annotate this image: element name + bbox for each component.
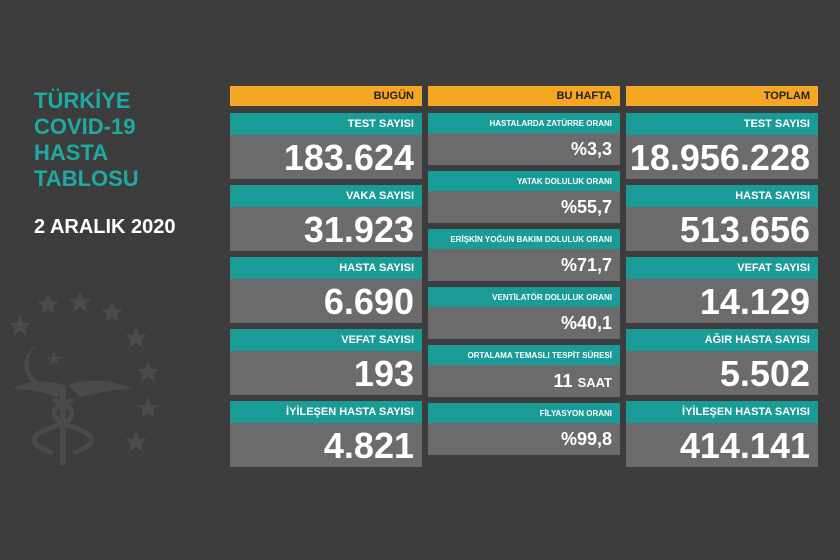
stat-label: TEST SAYISI [626, 113, 818, 135]
stat-value: 5.502 [719, 353, 810, 394]
stat-label: VEFAT SAYISI [626, 257, 818, 279]
stat-value: 183.624 [283, 137, 414, 178]
stat-value: 31.923 [303, 209, 414, 250]
stat-value: 513.656 [679, 209, 810, 250]
stat-value: 6.690 [323, 281, 414, 322]
title-line: TÜRKİYE [34, 88, 131, 113]
today-header: BUGÜN [230, 86, 422, 106]
stat-label: AĞIR HASTA SAYISI [626, 329, 818, 351]
stat-value: 18.956.228 [629, 137, 810, 178]
rate-value: %71,7 [560, 255, 612, 275]
rate-card: YATAK DOLULUK ORANI %55,7 [428, 171, 620, 223]
rate-label: ERİŞKİN YOĞUN BAKIM DOLULUK ORANI [428, 229, 620, 249]
week-column: BU HAFTA HASTALARDA ZATÜRRE ORANI %3,3 Y… [428, 86, 620, 461]
total-header: TOPLAM [626, 86, 818, 106]
stat-value: 414.141 [679, 425, 810, 466]
rate-label: YATAK DOLULUK ORANI [428, 171, 620, 191]
rate-label: VENTİLATÖR DOLULUK ORANI [428, 287, 620, 307]
stat-label: TEST SAYISI [230, 113, 422, 135]
rate-value: %40,1 [560, 313, 612, 333]
stat-card: İYİLEŞEN HASTA SAYISI 414.141 [626, 401, 818, 467]
stat-label: İYİLEŞEN HASTA SAYISI [230, 401, 422, 423]
stat-value: 14.129 [699, 281, 810, 322]
stat-card: AĞIR HASTA SAYISI 5.502 [626, 329, 818, 395]
rate-unit: SAAT [577, 375, 612, 390]
rate-card: HASTALARDA ZATÜRRE ORANI %3,3 [428, 113, 620, 165]
stat-label: VAKA SAYISI [230, 185, 422, 207]
stat-label: HASTA SAYISI [230, 257, 422, 279]
title-line: HASTA [34, 140, 109, 165]
stat-card: TEST SAYISI 18.956.228 [626, 113, 818, 179]
rate-value: 11 SAAT [428, 365, 620, 397]
stat-card: VEFAT SAYISI 193 [230, 329, 422, 395]
today-column: BUGÜN TEST SAYISI 183.624 VAKA SAYISI 31… [230, 86, 422, 473]
rate-card: FİLYASYON ORANI %99,8 [428, 403, 620, 455]
title-line: TABLOSU [34, 166, 139, 191]
rate-card: VENTİLATÖR DOLULUK ORANI %40,1 [428, 287, 620, 339]
stat-label: İYİLEŞEN HASTA SAYISI [626, 401, 818, 423]
rate-number: 11 [553, 371, 573, 391]
rate-label: FİLYASYON ORANI [428, 403, 620, 423]
rate-label: ORTALAMA TEMASLI TESPİT SÜRESİ [428, 345, 620, 365]
title-line: COVID-19 [34, 114, 136, 139]
rate-card: ORTALAMA TEMASLI TESPİT SÜRESİ 11 SAAT [428, 345, 620, 397]
stat-card: VEFAT SAYISI 14.129 [626, 257, 818, 323]
total-column: TOPLAM TEST SAYISI 18.956.228 HASTA SAYI… [626, 86, 818, 473]
rate-value: %3,3 [570, 139, 612, 159]
stat-label: VEFAT SAYISI [230, 329, 422, 351]
page-title: TÜRKİYE COVID-19 HASTA TABLOSU [34, 88, 139, 192]
stat-value: 193 [353, 353, 414, 394]
stat-card: HASTA SAYISI 513.656 [626, 185, 818, 251]
stat-card: HASTA SAYISI 6.690 [230, 257, 422, 323]
rate-value: %55,7 [560, 197, 612, 217]
stat-card: TEST SAYISI 183.624 [230, 113, 422, 179]
rate-card: ERİŞKİN YOĞUN BAKIM DOLULUK ORANI %71,7 [428, 229, 620, 281]
stat-value: 4.821 [323, 425, 414, 466]
rate-label: HASTALARDA ZATÜRRE ORANI [428, 113, 620, 133]
week-header: BU HAFTA [428, 86, 620, 106]
rate-value: %99,8 [560, 429, 612, 449]
report-date: 2 ARALIK 2020 [34, 216, 176, 238]
stat-card: VAKA SAYISI 31.923 [230, 185, 422, 251]
ministry-emblem-icon [9, 291, 159, 465]
stat-label: HASTA SAYISI [626, 185, 818, 207]
stat-card: İYİLEŞEN HASTA SAYISI 4.821 [230, 401, 422, 467]
